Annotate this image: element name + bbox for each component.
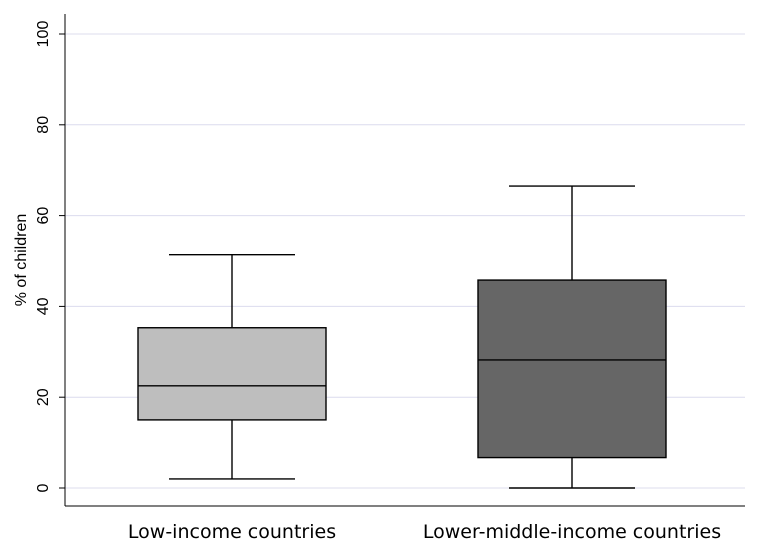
y-tick-label-60: 60 (35, 207, 52, 225)
y-tick-label-0: 0 (35, 483, 52, 492)
iqr-box (137, 327, 327, 421)
y-tick-label-80: 80 (35, 116, 52, 134)
y-tick-label-40: 40 (35, 297, 52, 315)
category-label-1: Low-income countries (128, 521, 336, 543)
category-label-2: Lower-middle-income countries (423, 521, 721, 543)
box-group-2 (477, 185, 667, 489)
iqr-box (477, 279, 667, 459)
boxes (137, 185, 667, 489)
y-tick-label-20: 20 (35, 388, 52, 406)
box-group-1 (137, 253, 327, 480)
y-axis-title: % of children (13, 214, 30, 307)
x-axis-categories: Low-income countries Lower-middle-income … (128, 521, 721, 543)
y-tick-label-100: 100 (35, 21, 52, 48)
y-axis-ticks: 0 20 40 60 80 100 (35, 21, 65, 492)
